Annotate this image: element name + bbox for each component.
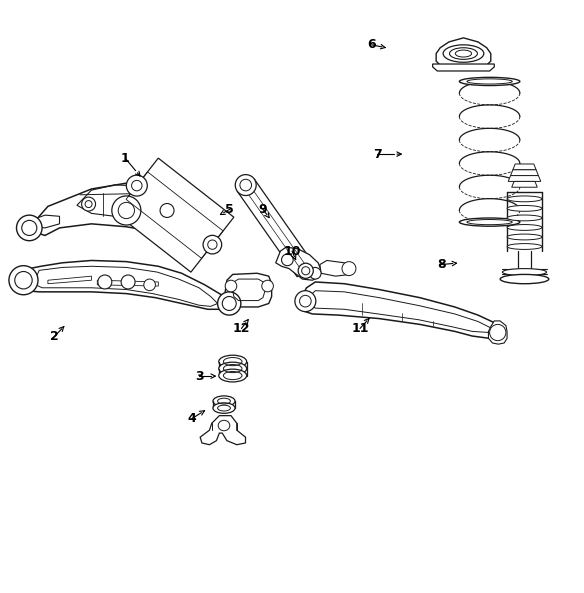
Circle shape [144, 279, 155, 291]
Ellipse shape [219, 355, 246, 368]
Ellipse shape [218, 420, 230, 431]
Circle shape [281, 254, 293, 266]
Text: 6: 6 [367, 39, 376, 52]
Circle shape [126, 175, 147, 196]
Text: 11: 11 [351, 322, 369, 335]
Ellipse shape [460, 77, 520, 85]
Text: 9: 9 [259, 203, 267, 216]
Ellipse shape [502, 269, 547, 276]
Ellipse shape [507, 234, 542, 240]
Text: 1: 1 [121, 152, 130, 165]
Polygon shape [320, 260, 353, 276]
Polygon shape [193, 200, 220, 228]
Circle shape [262, 280, 273, 292]
Polygon shape [276, 247, 321, 280]
Circle shape [310, 267, 321, 279]
Circle shape [16, 215, 42, 241]
Circle shape [9, 266, 38, 295]
Ellipse shape [507, 225, 542, 230]
Text: 2: 2 [50, 330, 59, 343]
Circle shape [98, 275, 112, 289]
Polygon shape [301, 282, 501, 339]
Circle shape [295, 291, 316, 311]
Polygon shape [237, 179, 314, 277]
Polygon shape [19, 260, 231, 310]
Circle shape [121, 275, 135, 289]
Circle shape [235, 174, 256, 196]
Polygon shape [513, 164, 536, 170]
Text: 3: 3 [194, 369, 203, 382]
Circle shape [82, 197, 96, 211]
Ellipse shape [507, 215, 542, 221]
Polygon shape [115, 158, 234, 272]
Circle shape [298, 263, 313, 278]
Polygon shape [200, 416, 245, 445]
Ellipse shape [507, 244, 542, 250]
Text: 12: 12 [232, 322, 250, 335]
Ellipse shape [507, 206, 542, 211]
Ellipse shape [443, 45, 484, 62]
Polygon shape [436, 38, 491, 69]
Circle shape [112, 196, 141, 225]
Circle shape [160, 203, 174, 218]
Polygon shape [512, 181, 537, 187]
Ellipse shape [219, 369, 246, 382]
Text: 4: 4 [187, 412, 196, 425]
Ellipse shape [507, 196, 542, 202]
Ellipse shape [460, 218, 520, 226]
Circle shape [342, 262, 356, 276]
Polygon shape [225, 273, 272, 307]
Circle shape [225, 280, 237, 292]
Circle shape [203, 235, 222, 254]
Polygon shape [488, 321, 507, 344]
Ellipse shape [213, 403, 235, 413]
Text: 10: 10 [283, 245, 301, 258]
Polygon shape [433, 64, 494, 71]
Polygon shape [27, 215, 60, 228]
Ellipse shape [219, 362, 246, 375]
Polygon shape [510, 170, 538, 176]
Text: 8: 8 [437, 258, 446, 271]
Circle shape [489, 324, 506, 340]
Polygon shape [27, 183, 208, 235]
Text: 5: 5 [225, 203, 234, 216]
Polygon shape [508, 176, 541, 181]
Circle shape [218, 292, 241, 315]
Ellipse shape [500, 275, 549, 283]
Ellipse shape [213, 396, 235, 406]
Text: 7: 7 [373, 148, 382, 161]
